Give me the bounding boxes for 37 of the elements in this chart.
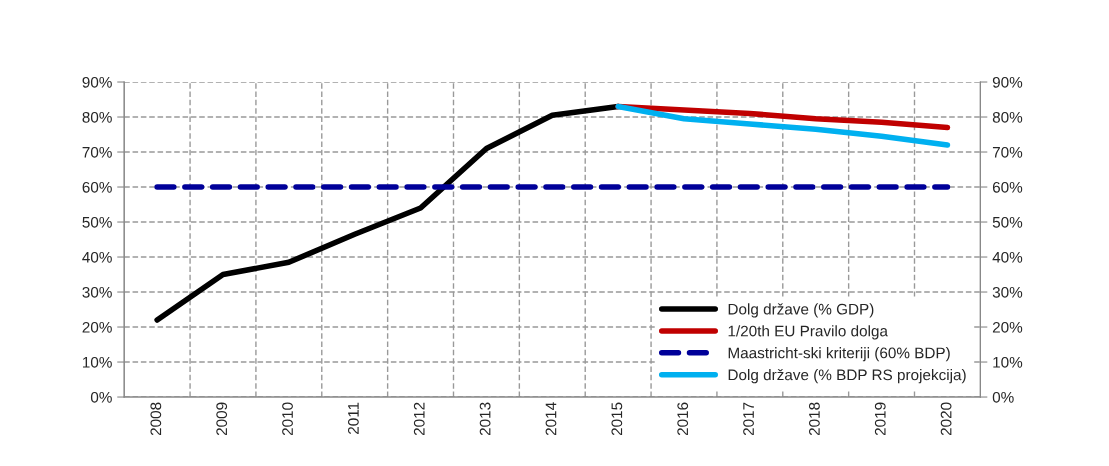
y-tick-label: 0% bbox=[90, 391, 112, 403]
x-tick-label: 2016 bbox=[677, 402, 689, 436]
legend-label: 1/20th EU Pravilo dolga bbox=[728, 325, 888, 340]
y2-tick-label: 60% bbox=[992, 181, 1023, 193]
y2-tick-label: 40% bbox=[992, 251, 1023, 263]
y2-tick-label: 70% bbox=[992, 146, 1023, 158]
x-tick-label: 2015 bbox=[611, 402, 623, 436]
x-tick-label: 2012 bbox=[413, 402, 425, 436]
y2-tick-label: 0% bbox=[992, 391, 1014, 403]
y-tick-label: 50% bbox=[82, 216, 112, 228]
x-tick-label: 2011 bbox=[347, 402, 359, 434]
x-tick-label: 2013 bbox=[479, 402, 491, 436]
y-tick-label: 30% bbox=[82, 286, 112, 298]
y-tick-label: 70% bbox=[82, 146, 112, 158]
x-tick-label: 2020 bbox=[940, 402, 952, 436]
y-tick-label: 90% bbox=[82, 76, 112, 88]
x-tick-label: 2014 bbox=[545, 402, 557, 436]
x-tick-label: 2009 bbox=[216, 402, 228, 436]
y2-tick-label: 50% bbox=[992, 216, 1023, 228]
x-tick-label: 2017 bbox=[743, 402, 754, 436]
x-tick-label: 2019 bbox=[874, 402, 886, 436]
y-tick-label: 80% bbox=[82, 111, 112, 123]
y2-tick-label: 30% bbox=[992, 286, 1023, 298]
y2-tick-label: 90% bbox=[992, 76, 1023, 88]
y2-tick-label: 10% bbox=[993, 356, 1023, 368]
legend-label: Maastricht-ski kriteriji (60% BDP) bbox=[728, 347, 950, 362]
x-tick-label: 2018 bbox=[808, 402, 820, 436]
x-tick-label: 2008 bbox=[150, 402, 162, 436]
legend-label: Dolg države (% BDP RS projekcija) bbox=[728, 368, 966, 384]
y-tick-label: 20% bbox=[82, 321, 112, 333]
y2-tick-label: 80% bbox=[992, 111, 1023, 123]
y-tick-label: 40% bbox=[82, 251, 112, 263]
legend-label: Dolg države (% GDP) bbox=[728, 303, 874, 318]
y2-tick-label: 20% bbox=[992, 321, 1023, 333]
y-tick-label: 10% bbox=[82, 356, 112, 368]
x-tick-label: 2010 bbox=[282, 402, 293, 436]
y-tick-label: 60% bbox=[82, 181, 112, 193]
